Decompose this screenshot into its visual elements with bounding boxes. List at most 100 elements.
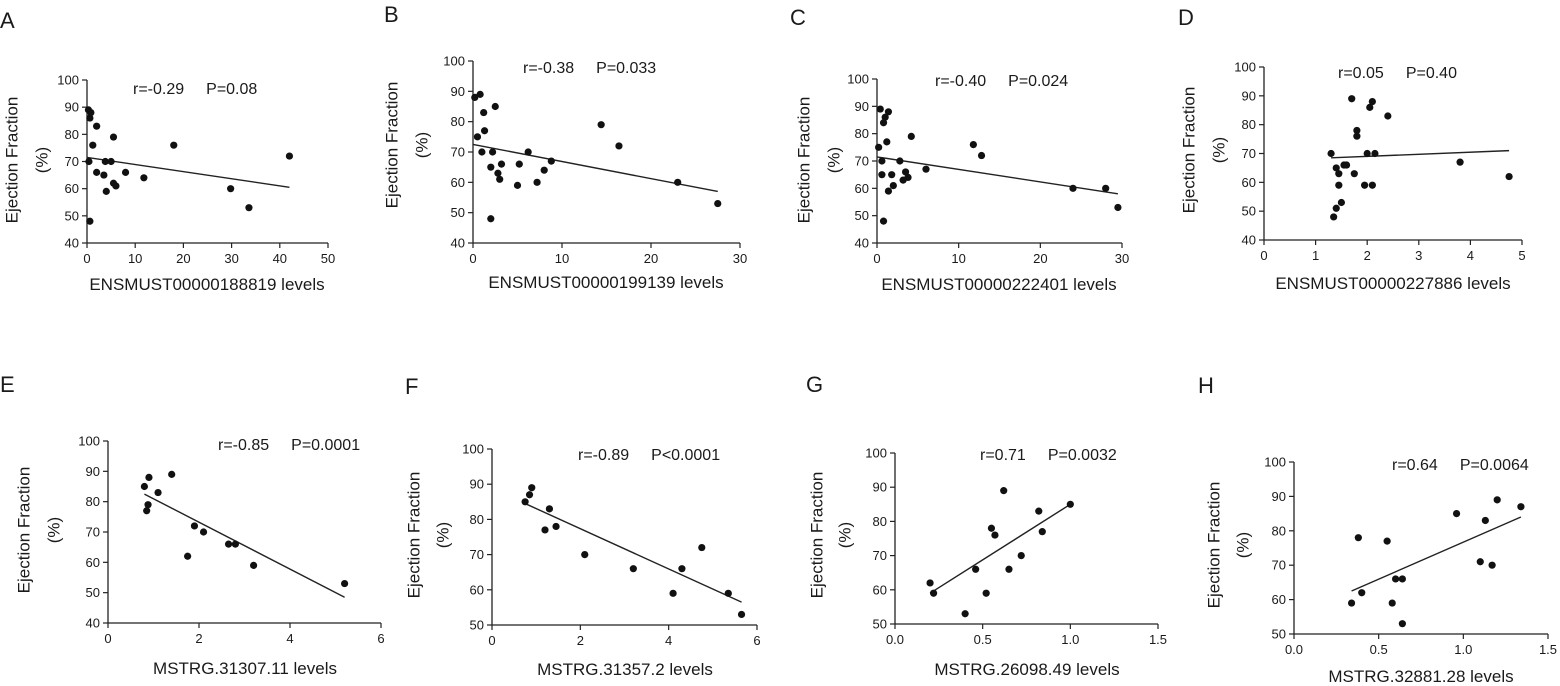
data-point [525, 491, 534, 499]
data-point [1347, 599, 1356, 607]
chart-panel-e: E 0 2 4 6 40 50 60 70 80 90 100 Ejection Fraction (%)… [0, 372, 385, 678]
data-point [674, 178, 682, 186]
data-point [1363, 149, 1371, 158]
y-tick-label: 50 [1242, 204, 1256, 219]
data-point [1342, 161, 1351, 169]
y-tick-label: 90 [855, 99, 869, 114]
y-axis-unit: (%) [32, 147, 51, 173]
x-tick-label: 6 [753, 633, 760, 648]
chart-panel-f: F 0 2 4 6 50 60 70 80 90 100 Ejection Fraction (%) MS… [404, 374, 760, 679]
data-point [480, 108, 488, 117]
data-point [1384, 112, 1392, 120]
r-value-label: r=0.64 [1392, 457, 1438, 474]
x-axis-title: MSTRG.31357.2 levels [537, 660, 713, 679]
correlation-annotation: r=-0.40 P=0.024 [935, 73, 1068, 90]
x-tick-label: 5 [1518, 248, 1525, 263]
y-tick-label: 100 [1234, 60, 1256, 75]
y-tick-label: 60 [470, 582, 484, 597]
regression-line [472, 143, 718, 193]
data-point [109, 133, 118, 141]
data-point [547, 157, 555, 165]
y-axis-title: Ejection Fraction [382, 82, 401, 209]
data-point [1493, 496, 1501, 504]
data-point [533, 178, 541, 186]
data-point [1371, 149, 1379, 158]
data-point [888, 171, 896, 179]
y-tick-label: 80 [1272, 523, 1286, 538]
data-point [1000, 487, 1008, 495]
data-point [1488, 561, 1496, 569]
data-point [922, 165, 930, 173]
y-tick-label: 80 [86, 494, 100, 509]
panel-letter: A [0, 8, 15, 33]
y-tick-label: 60 [65, 181, 79, 196]
x-tick-label: 6 [377, 631, 384, 646]
y-tick-label: 70 [855, 154, 869, 169]
data-point [883, 138, 891, 146]
data-point [904, 173, 912, 181]
data-point [494, 169, 502, 177]
p-value-label: P=0.40 [1406, 65, 1457, 82]
chart-panel-g: G 0.0 0.5 1.0 1.5 50 60 70 80 90 100 Ejection Fract… [806, 372, 1167, 679]
p-value-label: P=0.0032 [1048, 447, 1117, 464]
data-point [1388, 599, 1396, 607]
data-point [1353, 132, 1361, 140]
data-point [170, 141, 178, 149]
regression-line [524, 502, 742, 603]
x-tick-label: 0 [469, 251, 476, 266]
data-point [878, 157, 886, 165]
data-point [145, 473, 153, 481]
y-tick-label: 100 [57, 73, 79, 88]
y-tick-label: 50 [86, 585, 100, 600]
y-tick-label: 90 [1242, 88, 1256, 103]
data-point [487, 163, 495, 171]
chart-panel-h: H 0.0 0.5 1.0 1.5 50 60 70 80 90 100 Ejection Fract… [1198, 373, 1557, 686]
x-tick-label: 0.5 [974, 632, 992, 647]
regression-line [1351, 516, 1522, 592]
regression-line [86, 156, 290, 189]
data-point [1069, 184, 1077, 192]
x-tick-label: 0 [104, 631, 111, 646]
p-value-label: P=0.08 [206, 81, 257, 98]
y-tick-label: 40 [86, 616, 100, 631]
data-point [93, 122, 101, 130]
p-value-label: P=0.0001 [291, 437, 360, 454]
data-point [876, 105, 884, 113]
data-point [1392, 575, 1400, 583]
data-point [926, 579, 934, 587]
r-value-label: r=-0.29 [133, 81, 184, 98]
x-tick-label: 0 [83, 251, 90, 266]
y-tick-label: 50 [855, 208, 869, 223]
x-tick-label: 3 [1415, 248, 1422, 263]
x-axis-title: ENSMUST00000199139 levels [488, 273, 723, 292]
x-tick-label: 0 [1260, 248, 1267, 263]
x-tick-label: 0.0 [886, 632, 904, 647]
chart-panel-c: C 0 10 20 30 40 50 60 70 80 90 100 Ejection Fraction… [790, 5, 1129, 294]
y-tick-label: 60 [86, 555, 100, 570]
data-point [541, 526, 549, 534]
correlation-annotation: r=0.71 P=0.0032 [980, 447, 1117, 464]
x-tick-label: 2 [195, 631, 202, 646]
x-tick-label: 0 [488, 633, 495, 648]
data-point [552, 522, 560, 531]
panel-letter: C [790, 5, 806, 30]
y-tick-label: 100 [78, 434, 100, 449]
data-point [199, 528, 208, 536]
y-tick-label: 70 [1242, 146, 1256, 161]
data-point [1332, 204, 1340, 212]
data-point [597, 121, 605, 129]
data-point [87, 109, 95, 117]
y-tick-label: 100 [1264, 455, 1286, 470]
regression-line [876, 156, 1119, 195]
data-point [1366, 103, 1374, 111]
data-point [669, 589, 677, 597]
data-point [714, 199, 722, 208]
x-tick-label: 40 [273, 251, 287, 266]
x-tick-label: 2 [1364, 248, 1371, 263]
data-point [1476, 558, 1484, 566]
data-point [1017, 552, 1025, 560]
data-point [480, 127, 489, 135]
correlation-annotation: r=-0.85 P=0.0001 [218, 437, 360, 454]
data-point [101, 157, 109, 166]
